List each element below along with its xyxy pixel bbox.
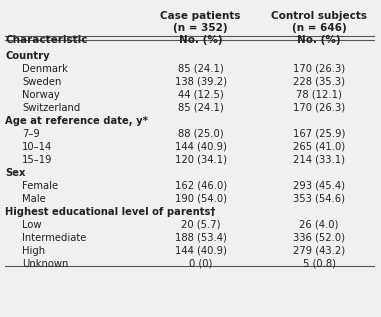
Text: Switzerland: Switzerland [22,103,80,113]
Text: 20 (5.7): 20 (5.7) [181,220,221,230]
Text: 228 (35.3): 228 (35.3) [293,77,345,87]
Text: Denmark: Denmark [22,64,68,74]
Text: 188 (53.4): 188 (53.4) [175,233,227,243]
Text: Characteristic: Characteristic [5,36,88,45]
Text: Sex: Sex [5,168,26,178]
Text: Country: Country [5,51,50,61]
Text: No. (%): No. (%) [179,36,223,45]
Text: 170 (26.3): 170 (26.3) [293,64,345,74]
Text: Sweden: Sweden [22,77,61,87]
Text: 7–9: 7–9 [22,129,40,139]
Text: 214 (33.1): 214 (33.1) [293,155,345,165]
Text: 162 (46.0): 162 (46.0) [174,181,227,191]
Text: 279 (43.2): 279 (43.2) [293,246,345,256]
Text: Unknown: Unknown [22,259,69,268]
Text: Age at reference date, y*: Age at reference date, y* [5,116,148,126]
Text: 15–19: 15–19 [22,155,53,165]
Text: 0 (0): 0 (0) [189,259,212,268]
Text: 293 (45.4): 293 (45.4) [293,181,345,191]
Text: 144 (40.9): 144 (40.9) [175,142,227,152]
Text: Case patients: Case patients [160,11,241,21]
Text: 88 (25.0): 88 (25.0) [178,129,224,139]
Text: 44 (12.5): 44 (12.5) [178,90,224,100]
Text: Highest educational level of parents†: Highest educational level of parents† [5,207,216,217]
Text: 170 (26.3): 170 (26.3) [293,103,345,113]
Text: Female: Female [22,181,58,191]
Text: 10–14: 10–14 [22,142,52,152]
Text: 353 (54.6): 353 (54.6) [293,194,345,204]
Text: 265 (41.0): 265 (41.0) [293,142,345,152]
Text: Low: Low [22,220,42,230]
Text: 336 (52.0): 336 (52.0) [293,233,345,243]
Text: 167 (25.9): 167 (25.9) [293,129,345,139]
Text: (n = 646): (n = 646) [292,23,346,33]
Text: No. (%): No. (%) [297,36,341,45]
Text: Intermediate: Intermediate [22,233,86,243]
Text: 5 (0.8): 5 (0.8) [303,259,336,268]
Text: 85 (24.1): 85 (24.1) [178,103,224,113]
Text: High: High [22,246,45,256]
Text: 144 (40.9): 144 (40.9) [175,246,227,256]
Text: (n = 352): (n = 352) [173,23,228,33]
Text: 190 (54.0): 190 (54.0) [174,194,227,204]
Text: 26 (4.0): 26 (4.0) [299,220,339,230]
Text: 78 (12.1): 78 (12.1) [296,90,342,100]
Text: 85 (24.1): 85 (24.1) [178,64,224,74]
Text: 138 (39.2): 138 (39.2) [174,77,227,87]
Text: Control subjects: Control subjects [271,11,367,21]
Text: 120 (34.1): 120 (34.1) [174,155,227,165]
Text: Male: Male [22,194,46,204]
Text: Norway: Norway [22,90,60,100]
